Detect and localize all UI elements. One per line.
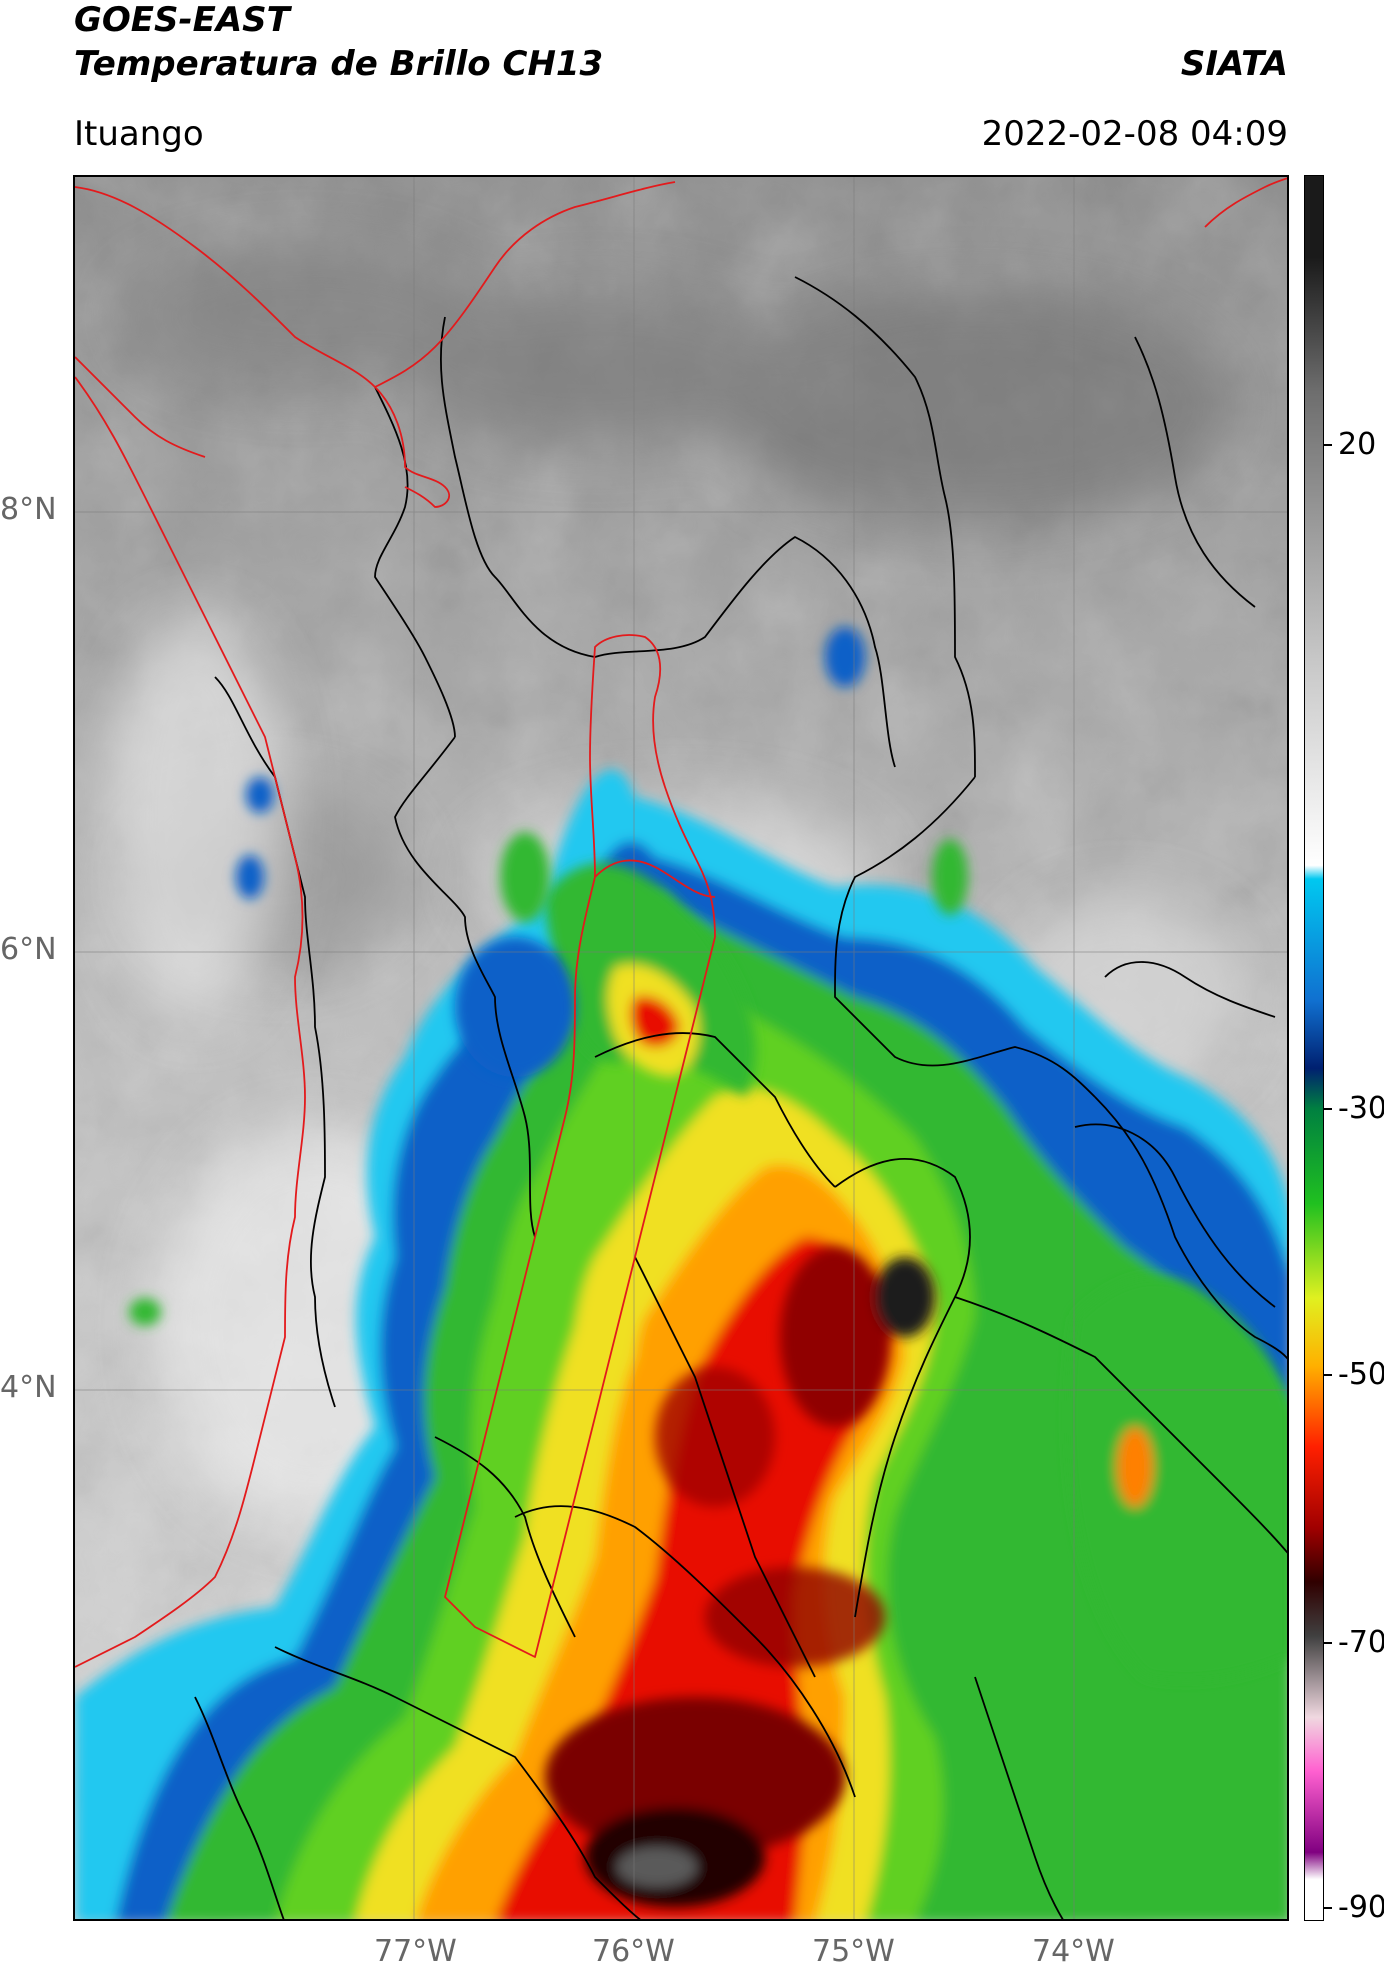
boundary-valle — [434, 1436, 576, 1638]
department-boundaries — [194, 276, 1287, 1919]
core-dark-red-1 — [780, 1247, 890, 1427]
boundary-east-2 — [1134, 336, 1256, 608]
cell-1 — [825, 627, 865, 687]
colorbar-tick — [1324, 444, 1332, 446]
location-label: Ituango — [74, 114, 204, 154]
boundary-meta — [954, 1296, 1287, 1554]
boundary-south-2 — [974, 1676, 1064, 1919]
boundary-antioquia-north — [440, 316, 896, 768]
cell-4 — [236, 855, 264, 899]
boundary-santander — [834, 776, 1096, 1098]
boundary-east-1 — [1074, 1123, 1276, 1308]
colorbar-label-20: 20 — [1338, 427, 1377, 462]
core-gray-1 — [617, 1847, 697, 1887]
cell-7 — [500, 832, 550, 922]
ne-coast — [1204, 177, 1287, 228]
core-black-1 — [875, 1257, 935, 1337]
satellite-map[interactable] — [73, 175, 1289, 1921]
colorbar-label-minus50: -50 — [1338, 1357, 1384, 1392]
colorbar-label-minus30: -30 — [1338, 1091, 1384, 1126]
boundary-cauca — [274, 1646, 641, 1919]
datetime-label: 2022-02-08 04:09 — [981, 114, 1288, 154]
cell-5 — [129, 1298, 161, 1326]
lon-tick-76W: 76°W — [592, 1934, 675, 1969]
colorbar — [1304, 175, 1324, 1921]
panama-border — [75, 356, 206, 458]
lon-tick-75W: 75°W — [812, 1934, 895, 1969]
boundary-tolima — [634, 1256, 816, 1678]
lon-tick-77W: 77°W — [374, 1934, 457, 1969]
uraba-gulf — [374, 386, 450, 508]
boundary-huila — [514, 1505, 856, 1798]
boundary-east-3 — [1104, 961, 1276, 1018]
boundary-caldas — [594, 1032, 836, 1188]
lon-tick-74W: 74°W — [1032, 1934, 1115, 1969]
core-dark-red-3 — [705, 1567, 885, 1667]
pacific-coast — [75, 376, 306, 1668]
colorbar-tick — [1324, 1108, 1332, 1110]
satellite-title: GOES-EAST — [74, 0, 290, 40]
colorbar-tick — [1324, 1907, 1332, 1909]
boundary-antioquia-west — [394, 736, 536, 1238]
product-title: Temperatura de Brillo CH13 — [74, 44, 604, 84]
colorbar-label-minus90: -90 — [1338, 1890, 1384, 1925]
core-dark-red-4 — [545, 1697, 845, 1857]
boundary-cundinamarca — [834, 1157, 971, 1618]
colorbar-tick — [1324, 1374, 1332, 1376]
east-branch-orange — [1117, 1427, 1153, 1507]
boundary-south-1 — [194, 1696, 285, 1919]
ituango-region-outline — [444, 634, 716, 1658]
colorbar-tick — [1324, 1642, 1332, 1644]
cell-2 — [932, 839, 968, 915]
caribbean-coast — [75, 181, 676, 388]
colorbar-label-minus70: -70 — [1338, 1625, 1384, 1660]
coastline-border — [75, 177, 1287, 1668]
graticule — [75, 177, 1287, 1919]
lat-tick-4N: 4°N — [0, 1370, 57, 1405]
east-branch-green — [1067, 1277, 1287, 1681]
convective-system — [75, 627, 1287, 1919]
cell-3 — [246, 777, 274, 813]
lat-tick-6N: 6°N — [0, 932, 57, 967]
lat-tick-8N: 8°N — [0, 492, 57, 527]
boundary-bolivar — [794, 276, 976, 778]
cell-6 — [455, 937, 575, 1077]
organization-label: SIATA — [1180, 44, 1288, 84]
boundary-boyaca — [1094, 1096, 1287, 1360]
